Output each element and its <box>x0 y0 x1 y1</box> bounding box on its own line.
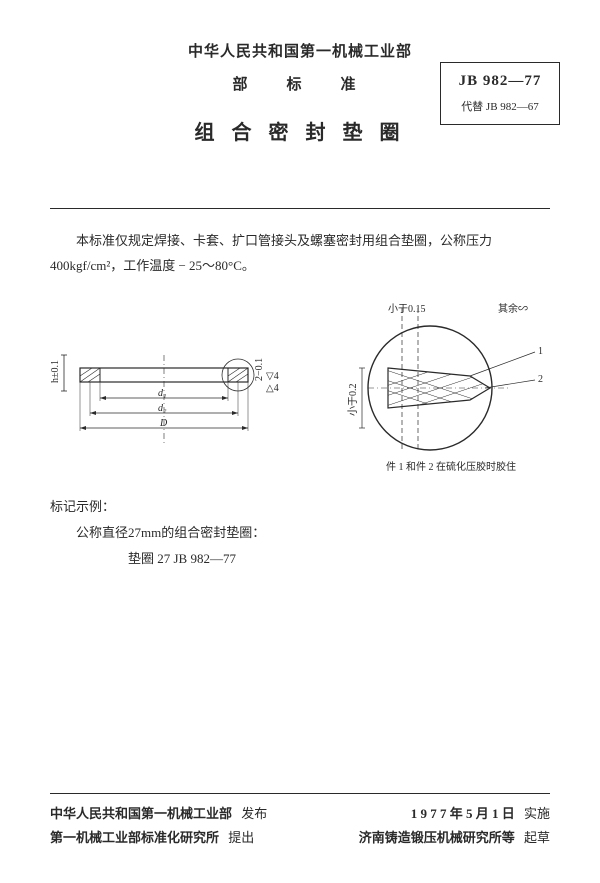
tol-top-left: 小于0.15 <box>388 303 426 315</box>
hatch-right <box>228 368 248 382</box>
dim-d2: d₂ <box>158 403 167 414</box>
header-block: 中华人民共和国第一机械工业部 部 标 准 组 合 密 封 垫 圈 JB 982—… <box>50 40 550 190</box>
issuer-name: 中华人民共和国第一机械工业部 <box>50 806 232 821</box>
organization-line: 中华人民共和国第一机械工业部 <box>50 40 550 61</box>
marking-line-2: 公称直径27mm的组合密封垫圈： <box>76 520 550 546</box>
dim-h-label: h±0.1 <box>50 360 61 383</box>
figure-gasket-section: h±0.1 2−0.1 <box>50 343 280 463</box>
dim-D: D <box>159 418 168 429</box>
tol-side: 小于0.2 <box>347 384 359 417</box>
callout-2: 2 <box>538 374 543 385</box>
scope-text: 本标准仅规定焊接、卡套、扩口管接头及螺塞密封用组合垫圈，公称压力 400kgf/… <box>50 229 550 278</box>
standard-code-box: JB 982—77 代替 JB 982—67 <box>440 62 560 125</box>
issuer: 中华人民共和国第一机械工业部 发布 <box>50 802 267 827</box>
surface-mark-2: △4 <box>266 383 279 394</box>
scope-paragraph: 本标准仅规定焊接、卡套、扩口管接头及螺塞密封用组合垫圈，公称压力 400kgf/… <box>50 229 550 278</box>
drafter-action: 起草 <box>524 830 550 845</box>
standard-code-supersedes: 代替 JB 982—67 <box>455 98 545 114</box>
marking-line-3: 垫圈 27 JB 982—77 <box>128 546 550 572</box>
proposer-action: 提出 <box>228 830 254 845</box>
date-action: 实施 <box>524 806 550 821</box>
proposer-name: 第一机械工业部标准化研究所 <box>50 830 219 845</box>
figure-detail: 小于0.15 其余∽ <box>340 298 550 478</box>
standard-code-main: JB 982—77 <box>455 73 545 90</box>
drafter: 济南铸造锻压机械研究所等 起草 <box>359 826 550 851</box>
marking-line-1: 标记示例： <box>50 494 550 520</box>
page: 中华人民共和国第一机械工业部 部 标 准 组 合 密 封 垫 圈 JB 982—… <box>0 0 600 883</box>
dim-d1: d₁ <box>158 388 166 399</box>
effective-date: 1 9 7 7 年 5 月 1 日 实施 <box>411 802 550 827</box>
issuer-action: 发布 <box>241 806 267 821</box>
detail-caption: 件 1 和件 2 在硫化压胶时胶住 <box>386 460 516 473</box>
callout-1: 1 <box>538 346 543 357</box>
footer-row-1: 中华人民共和国第一机械工业部 发布 1 9 7 7 年 5 月 1 日 实施 <box>50 802 550 827</box>
date-text: 1 9 7 7 年 5 月 1 日 <box>411 806 515 821</box>
hatch-left <box>80 368 100 382</box>
drafter-name: 济南铸造锻压机械研究所等 <box>359 830 515 845</box>
marking-example: 标记示例： 公称直径27mm的组合密封垫圈： 垫圈 27 JB 982—77 <box>50 494 550 572</box>
footer-block: 中华人民共和国第一机械工业部 发布 1 9 7 7 年 5 月 1 日 实施 第… <box>50 793 550 851</box>
figure-area: h±0.1 2−0.1 <box>50 288 550 488</box>
surface-mark-1: ▽4 <box>266 371 279 382</box>
divider-top <box>50 208 550 209</box>
footer-row-2: 第一机械工业部标准化研究所 提出 济南铸造锻压机械研究所等 起草 <box>50 826 550 851</box>
dim-2-label: 2−0.1 <box>254 358 265 381</box>
tol-top-right: 其余∽ <box>498 302 528 315</box>
proposer: 第一机械工业部标准化研究所 提出 <box>50 826 254 851</box>
